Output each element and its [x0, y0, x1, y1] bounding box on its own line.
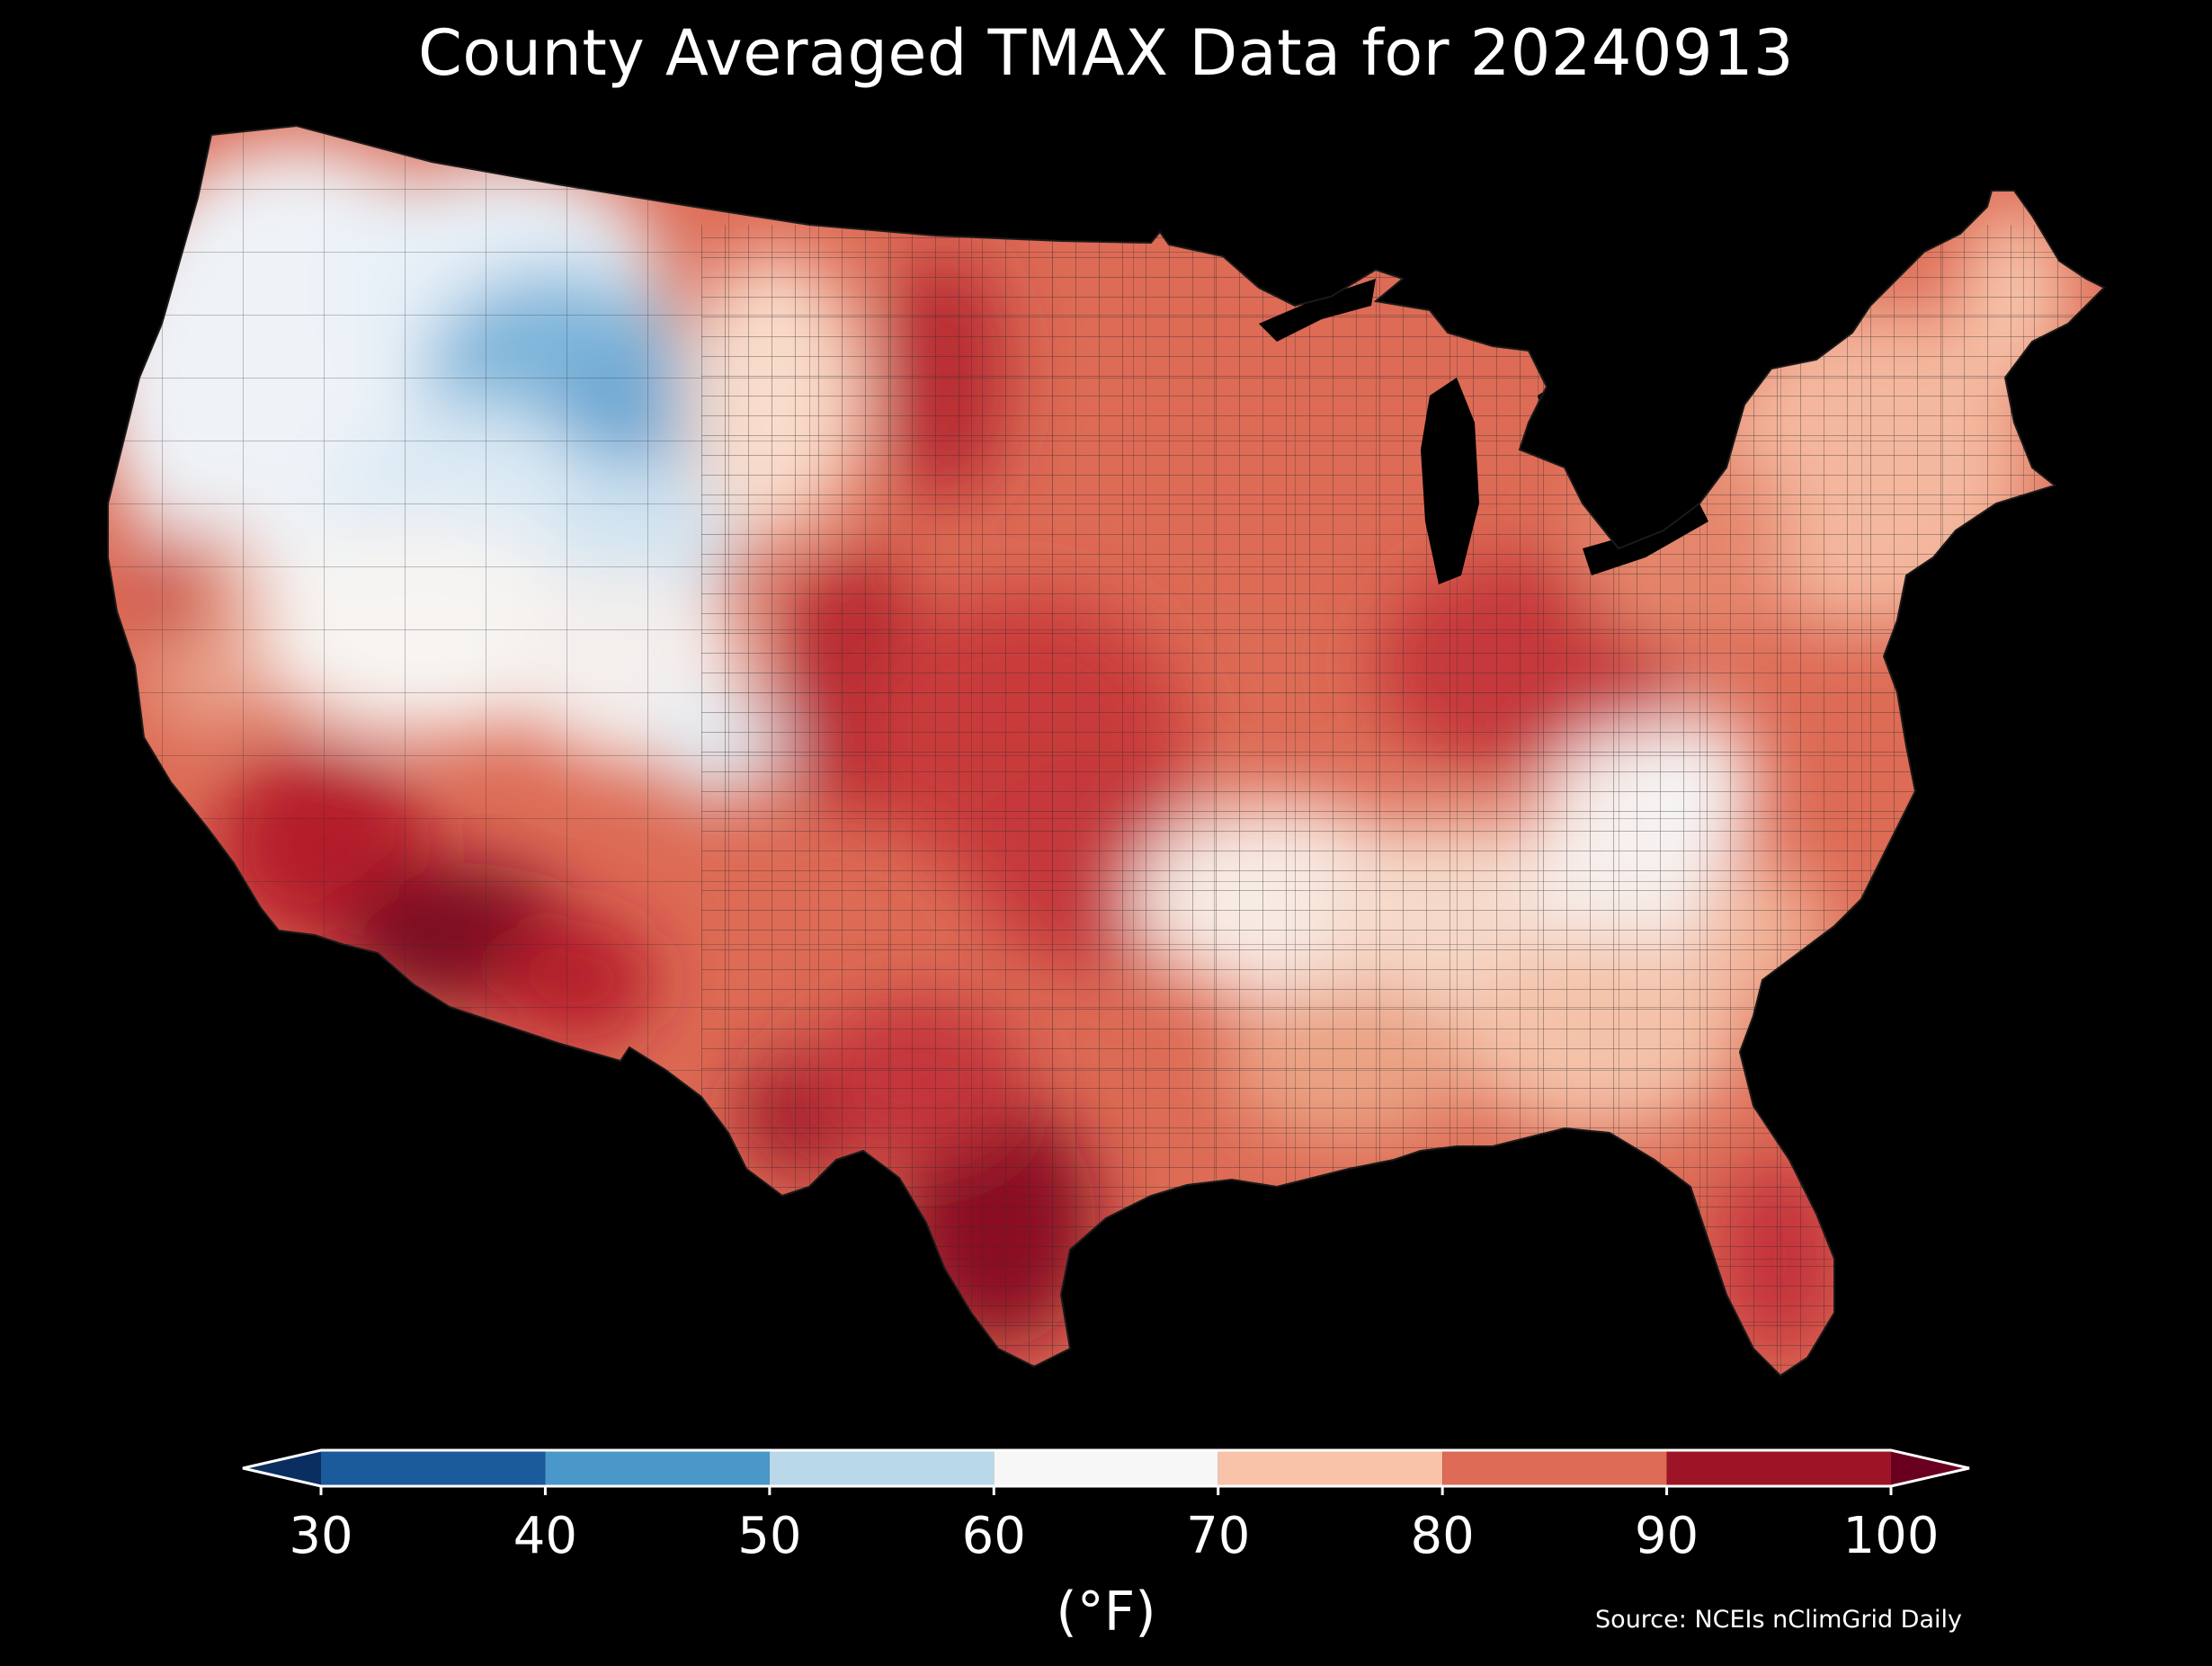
colorbar-tick-label: 30	[289, 1507, 353, 1565]
colorbar-bin-60-70	[994, 1450, 1218, 1486]
colorbar-tick-label: 40	[513, 1507, 578, 1565]
colorbar-tick-label: 90	[1634, 1507, 1699, 1565]
colorbar-bin-80-90	[1442, 1450, 1667, 1486]
colorbar-tick-label: 70	[1186, 1507, 1251, 1565]
colorbar-bin-40-50	[545, 1450, 770, 1486]
colorbar-bin-90-100	[1666, 1450, 1891, 1486]
colorbar-label: (°F)	[1056, 1581, 1156, 1644]
map-title: County Averaged TMAX Data for 20240913	[417, 16, 1795, 90]
colorbar-bin-70-80	[1217, 1450, 1443, 1486]
colorbar-bin-30-40	[321, 1450, 546, 1486]
colorbar-over-arrow	[1891, 1450, 1969, 1486]
colorbar-tick-label: 100	[1842, 1507, 1940, 1565]
colorbar-tick-label: 50	[737, 1507, 802, 1565]
colorbar-bin-50-60	[769, 1450, 995, 1486]
source-credit: Source: NCEIs nClimGrid Daily	[1595, 1606, 1962, 1634]
colorbar-under-arrow	[243, 1450, 321, 1486]
colorbar-tick-label: 60	[961, 1507, 1026, 1565]
colorbar-tick-label: 80	[1410, 1507, 1475, 1565]
